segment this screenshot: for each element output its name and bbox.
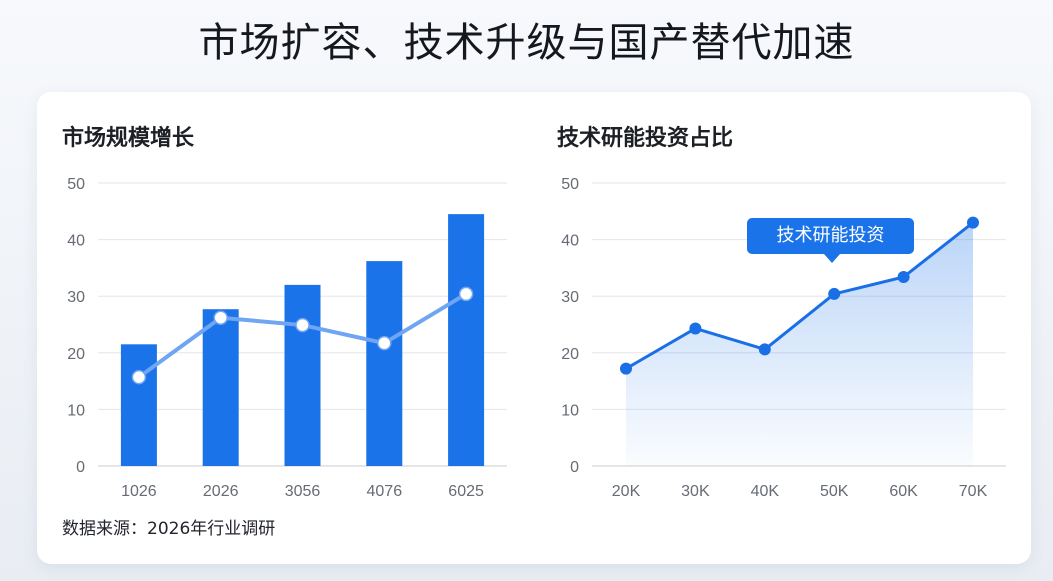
line-point — [967, 216, 979, 229]
y-tick-label: 50 — [67, 176, 85, 193]
callout-arrow-icon — [824, 254, 840, 263]
data-source-note: 数据来源：2026年行业调研 — [62, 519, 276, 539]
line-point — [758, 343, 771, 356]
x-tick-label: 70K — [959, 483, 988, 500]
line-point — [295, 317, 310, 333]
series-line — [625, 221, 974, 370]
x-tick-label: 2026 — [203, 483, 239, 500]
x-tick-label: 1026 — [121, 483, 157, 500]
line-point — [213, 310, 228, 325]
bar — [120, 344, 157, 466]
bar — [366, 261, 403, 466]
x-tick-label: 40K — [751, 483, 780, 500]
annotation-callout: 技术研能投资 — [747, 218, 914, 254]
y-tick-label: 40 — [67, 233, 85, 250]
line-point — [131, 369, 147, 385]
x-tick-label: 60K — [889, 483, 918, 500]
line-point — [689, 322, 702, 335]
line-point — [828, 287, 841, 300]
area-fill — [626, 222, 973, 466]
y-tick-label: 50 — [561, 176, 579, 193]
page-title: 市场扩容、技术升级与国产替代加速 — [198, 20, 855, 66]
y-tick-label: 0 — [570, 459, 579, 476]
x-tick-label: 3056 — [285, 483, 321, 500]
y-tick-label: 10 — [67, 402, 85, 419]
y-tick-label: 30 — [67, 289, 85, 306]
y-tick-label: 40 — [561, 233, 579, 250]
y-tick-label: 30 — [561, 289, 579, 306]
x-tick-label: 6025 — [448, 483, 484, 500]
x-tick-label: 30K — [681, 483, 710, 500]
bar — [202, 309, 239, 466]
line-point — [377, 335, 392, 351]
line-point — [458, 286, 474, 302]
y-tick-label: 20 — [561, 346, 579, 363]
y-tick-label: 10 — [561, 402, 579, 419]
left-chart: 0 10 20 30 40 50 1026 2026 3056 4076 6025 — [67, 176, 507, 500]
x-tick-label: 4076 — [367, 483, 403, 500]
y-tick-label: 20 — [67, 346, 85, 363]
x-tick-label: 20K — [612, 483, 641, 500]
left-chart-title: 市场规模增长 — [62, 126, 195, 151]
bar — [448, 214, 485, 466]
line-point — [897, 270, 910, 283]
line-point — [620, 362, 632, 375]
x-tick-label: 50K — [820, 483, 849, 500]
right-chart-title: 技术研能投资占比 — [557, 126, 734, 151]
y-tick-label: 0 — [76, 459, 85, 476]
bar — [284, 284, 321, 466]
